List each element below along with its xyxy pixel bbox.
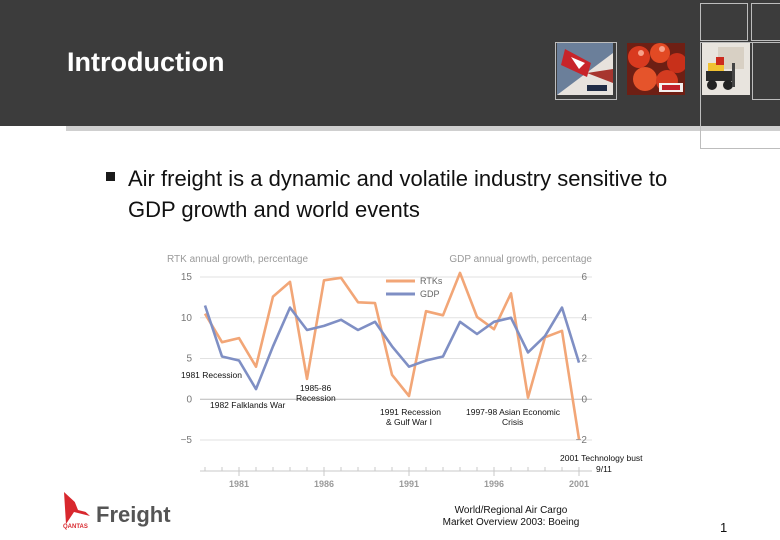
x-tick-label: 1991 [399,479,419,489]
source-line-1: World/Regional Air Cargo [454,505,568,516]
forklift-image [702,43,750,95]
annotation-1985-86-recession-line2: Recession [296,393,336,403]
left-tick-label: 15 [181,272,193,283]
chart-grid [200,276,592,441]
decorative-square [751,3,780,41]
left-tick-label: 10 [181,313,193,324]
logo-text: Freight [96,502,171,527]
decorative-square [752,42,780,100]
logo-subtext: QANTAS [63,524,88,530]
x-tick-label: 2001 [569,479,589,489]
left-axis-title: RTK annual growth, percentage [167,254,308,265]
airplane-tail-image [557,43,613,95]
right-axis-title: GDP annual growth, percentage [449,254,592,265]
left-tick-label: 0 [186,394,192,405]
left-tick-label: 5 [186,354,192,365]
right-tick-label: 4 [581,313,587,324]
x-tick-label: 1986 [314,479,334,489]
decorative-square [555,42,617,100]
source-citation: World/Regional Air Cargo Market Overview… [416,505,606,529]
decorative-square [700,3,748,41]
annotation-1991-recession-line2: & Gulf War I [386,417,432,427]
left-tick-label: −5 [181,435,193,446]
x-tick-label: 1996 [484,479,504,489]
chart-legend: RTKs GDP [386,276,443,299]
qantas-freight-logo: QANTAS Freight [63,492,171,530]
header-divider [66,126,780,131]
annotation-1981-recession: 1981 Recession [181,370,242,380]
annotation-asian-crisis-line2: Crisis [502,417,523,427]
annotation-tech-bust-line1: 2001 Technology bust [560,453,643,463]
annotation-1982-falklands: 1982 Falklands War [210,400,285,410]
kangaroo-icon [64,492,90,524]
annotation-tech-bust-line2: 9/11 [596,464,612,474]
right-tick-label: −2 [576,435,588,446]
bullet-text: Air freight is a dynamic and volatile in… [128,166,668,222]
annotation-1985-86-recession-line1: 1985-86 [300,383,331,393]
right-tick-label: 6 [581,272,587,283]
right-tick-label: 2 [581,354,587,365]
source-line-2: Market Overview 2003: Boeing [442,517,580,528]
right-tick-label: 0 [581,394,587,405]
annotation-1991-recession-line1: 1991 Recession [380,407,441,417]
tomatoes-image [627,43,685,95]
slide-title: Introduction [67,47,225,77]
x-tick-label: 1981 [229,479,249,489]
legend-gdp-label: GDP [420,289,440,299]
page-number: 1 [720,520,728,535]
annotation-asian-crisis-line1: 1997-98 Asian Economic [466,407,561,417]
decorative-square [700,42,780,149]
gdp-series-line [203,305,581,391]
legend-rtk-label: RTKs [420,276,443,286]
growth-chart: RTK annual growth, percentage GDP annual… [167,254,643,489]
bullet-marker [106,172,115,181]
